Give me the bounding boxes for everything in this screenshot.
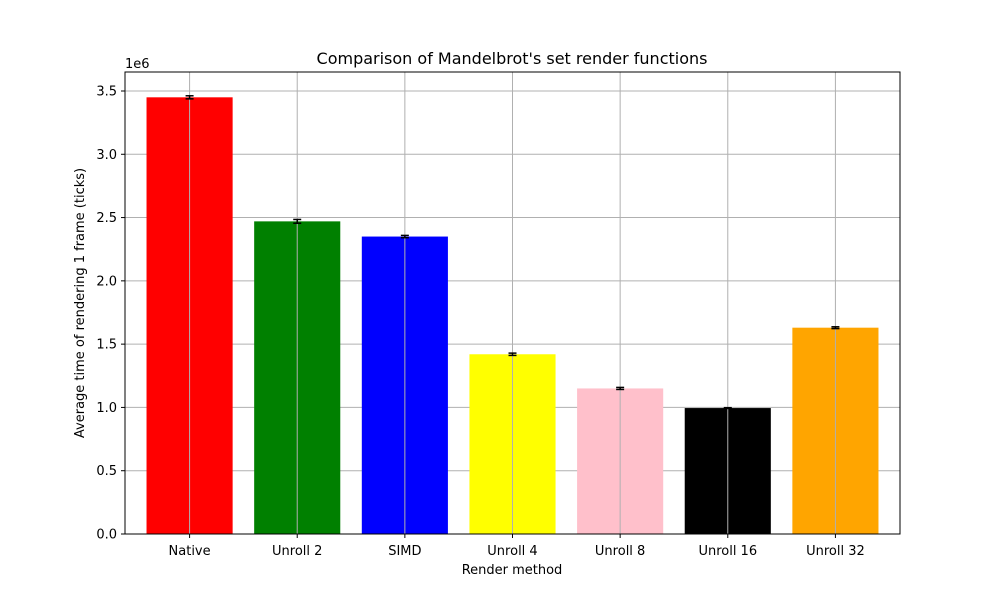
x-axis-label: Render method: [462, 563, 563, 578]
y-tick-label: 1.0: [96, 401, 117, 416]
y-tick-label: 1.5: [96, 338, 117, 353]
y-offset-label: 1e6: [125, 57, 150, 72]
x-tick-label: Unroll 2: [272, 544, 322, 559]
x-tick-label: SIMD: [388, 544, 421, 559]
x-tick-label: Unroll 16: [698, 544, 757, 559]
y-tick-label: 3.0: [96, 148, 117, 163]
y-tick-label: 2.0: [96, 274, 117, 289]
x-axis-ticks: Native Unroll 2 SIMD Unroll 4 Unroll 8 Unroll…: [169, 534, 865, 559]
y-tick-label: 0.0: [96, 528, 117, 543]
y-tick-label: 3.5: [96, 84, 117, 99]
chart-title: Comparison of Mandelbrot's set render fu…: [317, 49, 708, 68]
y-tick-label: 0.5: [96, 464, 117, 479]
x-tick-label: Unroll 8: [595, 544, 645, 559]
x-tick-label: Unroll 4: [487, 544, 537, 559]
y-tick-label: 2.5: [96, 211, 117, 226]
y-axis-ticks: 0.0 0.5 1.0 1.5 2.0 2.5 3.0 3.5: [96, 84, 125, 543]
y-axis-label: Average time of rendering 1 frame (ticks…: [73, 168, 88, 438]
error-bars: [185, 72, 840, 534]
x-tick-label: Unroll 32: [806, 544, 865, 559]
x-tick-label: Native: [169, 544, 211, 559]
